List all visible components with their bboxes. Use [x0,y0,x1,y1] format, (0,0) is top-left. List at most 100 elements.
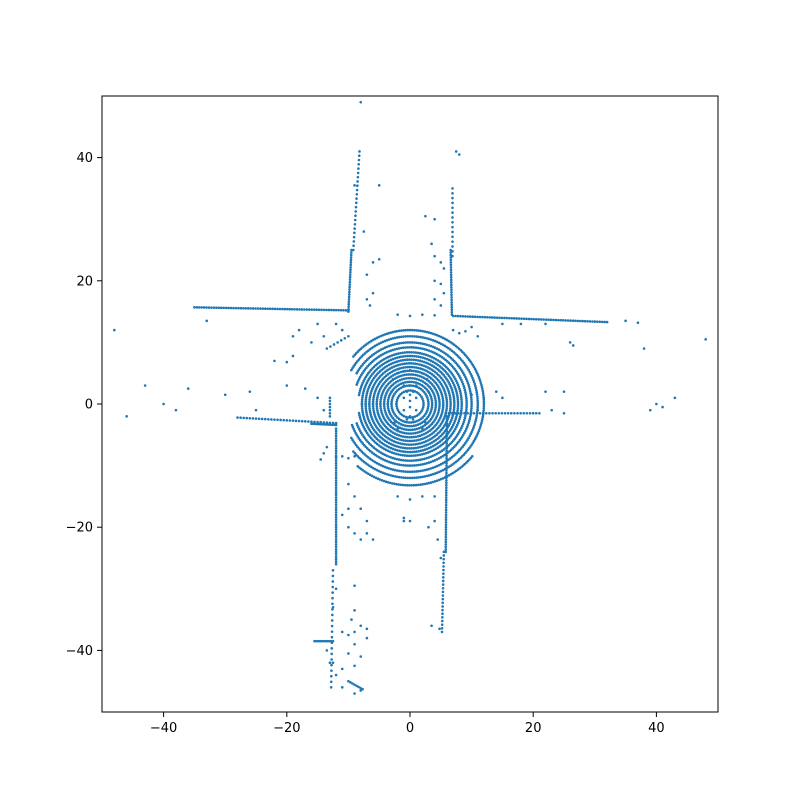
scatter-point [427,443,430,446]
scatter-point [360,400,364,404]
scatter-point [387,473,391,477]
scatter-point [254,307,257,310]
scatter-point [483,315,487,319]
scatter-point [359,420,363,423]
scatter-point [328,415,332,418]
scatter-point [236,416,239,419]
scatter-point [460,396,463,399]
scatter-point [334,469,338,472]
scatter-point [295,308,299,311]
scatter-point [364,383,368,387]
scatter-point [410,358,413,361]
scatter-point [334,533,338,536]
scatter-point [403,454,407,457]
scatter-point [600,320,604,324]
scatter-point [403,483,407,487]
scatter-point [347,456,350,460]
scatter-point [371,261,375,264]
scatter-point [359,624,363,628]
scatter-point [451,216,454,219]
scatter-point [361,394,365,397]
scatter-point [375,398,379,402]
scatter-point [444,533,448,536]
scatter-point [359,417,362,421]
scatter-point [391,361,394,365]
scatter-point [421,475,425,479]
scatter-point [451,390,455,394]
scatter-point [363,377,367,381]
scatter-point [397,469,401,473]
scatter-point [409,362,413,365]
scatter-point [364,400,368,404]
scatter-point [377,335,381,339]
scatter-point [365,381,369,385]
scatter-point [334,513,338,517]
scatter-point [501,322,504,326]
scatter-point [464,315,467,318]
scatter-point [441,583,445,586]
scatter-point [423,436,426,440]
scatter-point [550,408,553,412]
scatter-point [418,371,422,374]
scatter-point [432,393,436,396]
scatter-point [427,362,430,365]
scatter-point [436,413,439,416]
scatter-point [435,471,439,475]
scatter-point [398,426,402,430]
scatter-point [414,408,418,412]
scatter-point [450,388,454,392]
scatter-point [356,180,359,183]
scatter-point [334,520,338,524]
scatter-point [348,283,352,286]
scatter-point [377,184,381,187]
scatter-point [391,378,395,381]
scatter-point [419,463,423,466]
scatter-point [488,411,491,415]
scatter-point [528,411,532,415]
scatter-point [443,423,447,426]
scatter-point [416,381,420,385]
scatter-point [477,429,481,433]
scatter-point [448,411,452,414]
scatter-point [359,507,363,511]
scatter-point [441,336,445,340]
scatter-point [395,342,399,346]
scatter-point [525,411,529,415]
scatter-point [347,525,350,529]
scatter-point [330,652,333,656]
scatter-point [451,250,454,253]
scatter-point [547,318,550,322]
scatter-point [416,374,419,377]
scatter-point [476,431,480,435]
scatter-point [416,446,420,449]
scatter-point [331,608,334,611]
scatter-point [322,334,326,338]
scatter-point [505,316,509,320]
scatter-point [470,430,473,434]
scatter-point [433,410,437,413]
scatter-point [378,478,382,481]
scatter-point [456,398,460,401]
scatter-point [257,417,261,421]
scatter-point [481,315,484,319]
scatter-point [411,428,415,432]
scatter-point [513,411,516,415]
scatter-point [356,171,360,175]
scatter-point [429,460,433,464]
scatter-point [474,386,478,390]
scatter-point [377,462,381,466]
scatter-point [410,447,413,450]
scatter-point [391,396,394,399]
scatter-point [310,422,313,426]
scatter-point [351,682,354,685]
scatter-point [384,411,387,414]
scatter-point [361,392,365,395]
scatter-point [464,427,468,431]
scatter-point [460,380,464,384]
scatter-point [361,424,365,427]
scatter-point [440,626,444,630]
scatter-point [476,373,480,377]
scatter-point [393,444,396,447]
scatter-point [455,413,459,416]
scatter-point [419,355,422,359]
